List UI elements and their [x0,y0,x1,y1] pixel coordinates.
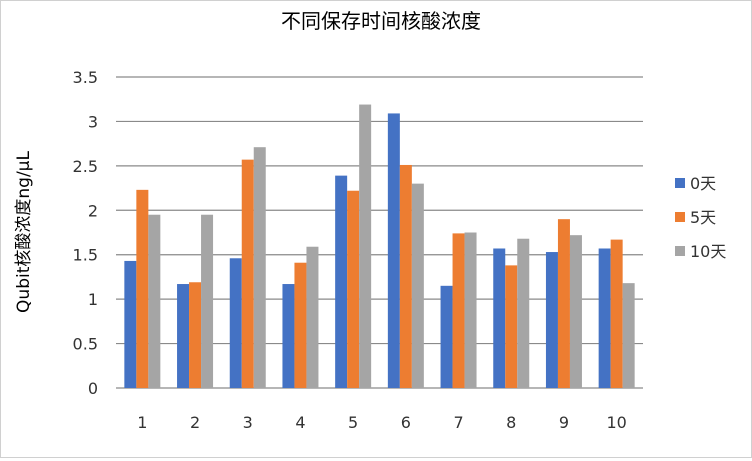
bar-5天-4 [294,262,307,388]
legend-label: 10天 [690,242,726,261]
chart-title: 不同保存时间核酸浓度 [281,9,481,33]
bar-5天-2 [189,282,202,388]
bar-10天-10 [622,283,635,388]
bar-10天-4 [306,246,319,388]
bar-10天-8 [517,238,530,388]
x-tick-label: 6 [401,413,411,432]
x-tick-label: 5 [348,413,358,432]
bar-0天-3 [229,258,242,388]
bar-10天-6 [411,183,424,388]
bar-10天-3 [253,147,266,388]
x-tick-label: 8 [506,413,516,432]
bar-5天-5 [347,190,360,388]
legend-label: 5天 [690,208,716,227]
y-tick-label: 3 [88,112,98,131]
y-axis-label: Qubit核酸浓度ng/μL [14,151,34,313]
y-tick-label: 2 [88,201,98,220]
bar-0天-5 [335,175,348,388]
bar-0天-2 [177,284,190,388]
legend-swatch [675,178,685,188]
x-tick-label: 1 [137,413,147,432]
bar-10天-9 [569,235,582,388]
bar-5天-9 [557,219,570,388]
bar-0天-10 [598,248,611,388]
bar-5天-10 [610,239,623,388]
y-tick-label: 1 [88,290,98,309]
x-tick-label: 3 [243,413,253,432]
y-tick-label: 3.5 [73,68,98,87]
bar-5天-3 [241,159,254,388]
x-tick-label: 2 [190,413,200,432]
bar-0天-8 [493,248,506,388]
legend-swatch [675,212,685,222]
y-tick-label: 1.5 [73,246,98,265]
x-tick-label: 10 [606,413,626,432]
bar-0天-9 [545,252,558,388]
bar-10天-7 [464,232,477,388]
bar-5天-1 [136,189,149,388]
bar-10天-1 [148,214,161,388]
bar-10天-2 [201,214,214,388]
bar-0天-6 [387,113,400,388]
legend-label: 0天 [690,174,716,193]
bar-5天-6 [399,164,412,388]
y-tick-label: 0 [88,379,98,398]
x-tick-label: 7 [453,413,463,432]
bar-0天-1 [124,260,137,388]
y-tick-label: 2.5 [73,157,98,176]
x-tick-label: 9 [559,413,569,432]
legend-swatch [675,246,685,256]
bar-5天-8 [505,265,518,388]
x-tick-label: 4 [295,413,305,432]
bar-10天-5 [359,104,372,388]
bar-0天-4 [282,284,295,388]
y-tick-label: 0.5 [73,335,98,354]
bar-0天-7 [440,285,453,388]
bar-5天-7 [452,233,465,388]
